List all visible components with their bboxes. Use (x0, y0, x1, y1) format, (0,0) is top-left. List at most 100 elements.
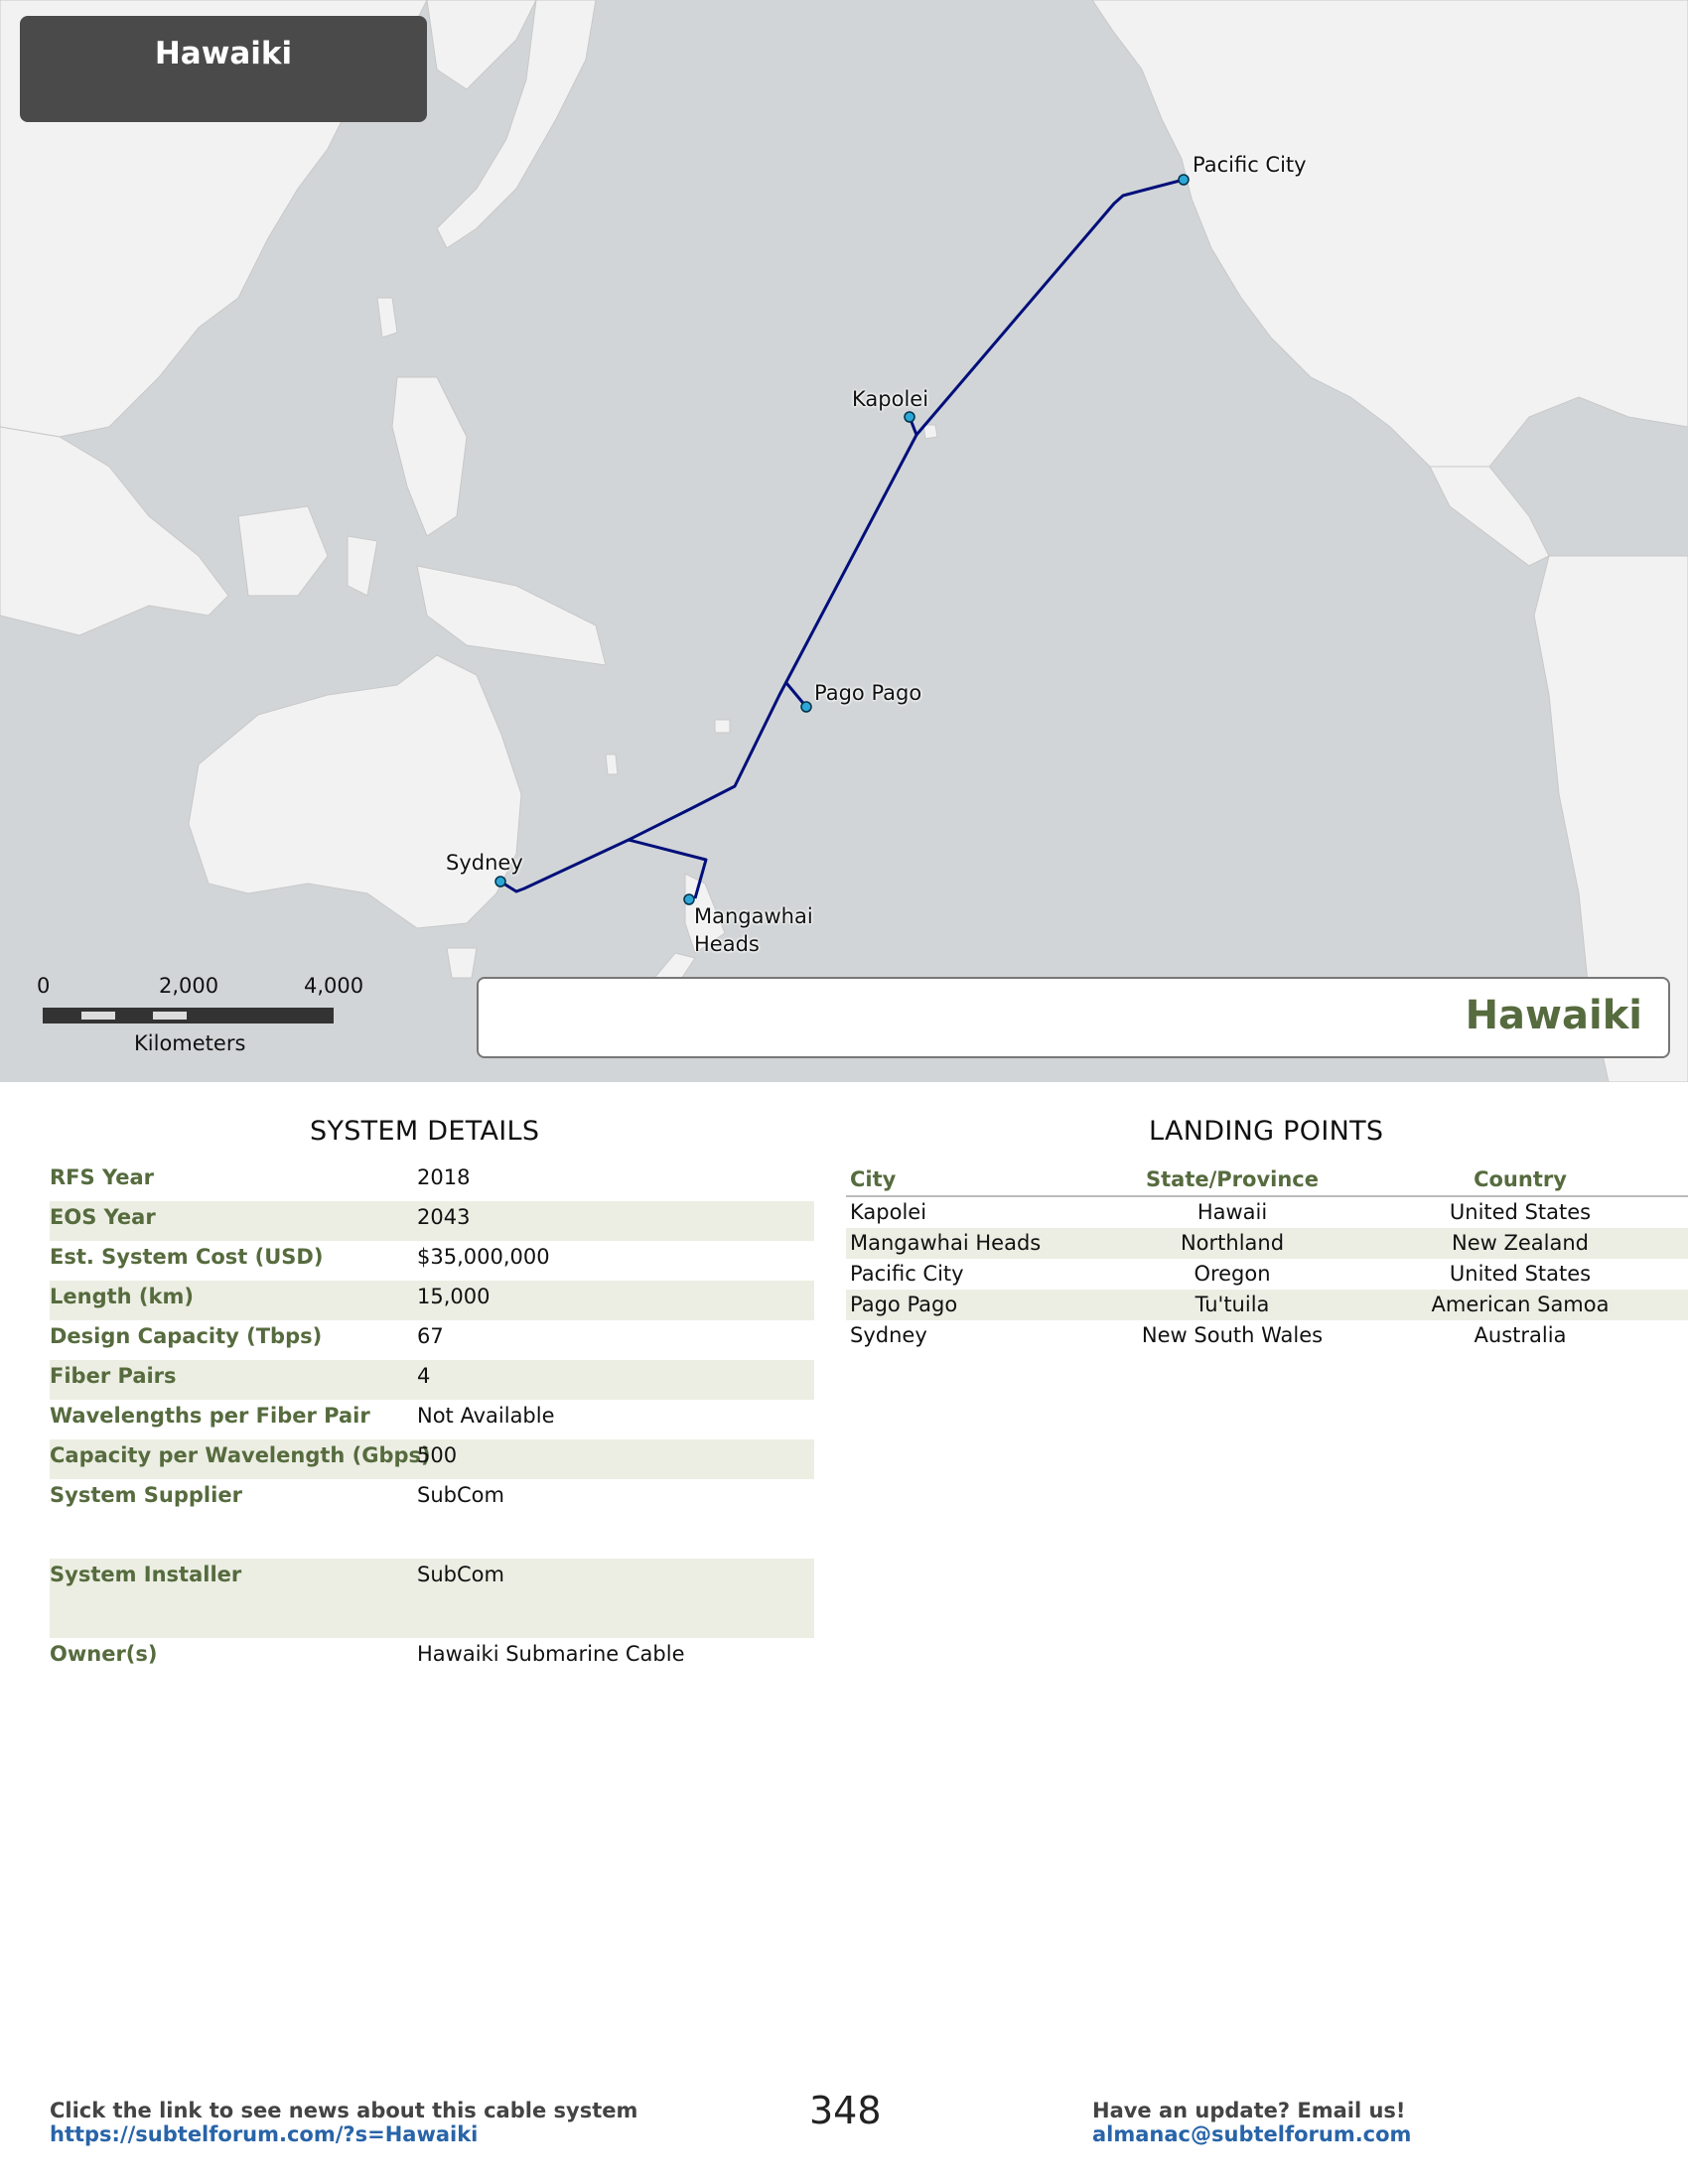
detail-row: Design Capacity (Tbps) 67 (50, 1320, 814, 1360)
detail-value: SubCom (417, 1483, 504, 1507)
land-taiwan (376, 297, 398, 339)
detail-label: Capacity per Wavelength (Gbps) (50, 1443, 431, 1467)
cable-route (499, 178, 1185, 899)
detail-value: 2043 (417, 1205, 471, 1229)
land-japan (436, 0, 597, 249)
detail-value: 500 (417, 1443, 458, 1467)
table-row: Mangawhai Heads Northland New Zealand (846, 1228, 1688, 1259)
table-row: Sydney New South Wales Australia (846, 1320, 1688, 1351)
cell-city: Mangawhai Heads (850, 1231, 1042, 1255)
scale-bar: 0 2,000 4,000 Kilometers (37, 968, 363, 1057)
footer-news: Click the link to see news about this ca… (50, 2099, 637, 2146)
map-graphic (0, 0, 1688, 1082)
detail-row: EOS Year 2043 (50, 1201, 814, 1241)
cell-country: New Zealand (1452, 1231, 1589, 1255)
column-header-state: State/Province (1146, 1167, 1319, 1191)
cell-city: Kapolei (850, 1200, 927, 1224)
cell-state: Hawaii (1196, 1200, 1268, 1224)
scale-bar-track (43, 1008, 334, 1024)
cell-country: United States (1449, 1200, 1592, 1224)
cell-country: American Samoa (1431, 1293, 1610, 1316)
land-new-guinea (416, 565, 607, 666)
land-hawaii (922, 424, 938, 440)
cell-country: United States (1449, 1262, 1592, 1286)
cable-name-box: Hawaiki (477, 977, 1670, 1058)
cable-map: Hawaiki Pacific City Kapolei Pago Pago S… (0, 0, 1688, 1082)
land-se-asia (0, 426, 229, 636)
detail-label: System Supplier (50, 1483, 242, 1507)
cell-state: Tu'tuila (1195, 1293, 1270, 1316)
email-link[interactable]: almanac@subtelforum.com (1092, 2122, 1412, 2146)
detail-label: RFS Year (50, 1165, 154, 1189)
map-title-box: Hawaiki (20, 16, 427, 122)
detail-label: Fiber Pairs (50, 1364, 177, 1388)
cell-state: Oregon (1194, 1262, 1271, 1286)
landing-point-pacific-city (1178, 174, 1190, 186)
detail-row: Owner(s) Hawaiki Submarine Cable (50, 1638, 814, 1678)
detail-label: Wavelengths per Fiber Pair (50, 1404, 370, 1428)
detail-row: Fiber Pairs 4 (50, 1360, 814, 1400)
landing-point-pago-pago (800, 701, 812, 713)
land-tasmania (446, 947, 478, 979)
label-pago-pago: Pago Pago (814, 681, 922, 705)
land-central-america (1429, 466, 1550, 567)
landing-point-mangawhai-heads (683, 893, 695, 905)
scale-bar-segment (153, 1012, 187, 1020)
column-header-city: City (850, 1167, 897, 1191)
cell-city: Pacific City (850, 1262, 964, 1286)
detail-label: System Installer (50, 1563, 242, 1586)
cell-state: New South Wales (1141, 1323, 1324, 1347)
detail-value: 2018 (417, 1165, 471, 1189)
landing-point-kapolei (904, 411, 915, 423)
detail-value: 67 (417, 1324, 444, 1348)
label-kapolei: Kapolei (852, 387, 929, 411)
detail-row: System Installer SubCom (50, 1559, 814, 1638)
table-row: Kapolei Hawaii United States (846, 1197, 1688, 1228)
detail-value: SubCom (417, 1563, 504, 1586)
detail-value: 4 (417, 1364, 431, 1388)
detail-value: Hawaiki Submarine Cable (417, 1642, 685, 1666)
table-row: Pacific City Oregon United States (846, 1259, 1688, 1290)
landing-points-table: City State/Province Country Kapolei Hawa… (846, 1163, 1688, 1351)
detail-label: Est. System Cost (USD) (50, 1245, 324, 1269)
land-borneo (237, 505, 329, 597)
detail-value: $35,000,000 (417, 1245, 550, 1269)
scale-tick-0: 0 (37, 974, 51, 998)
land-kamchatka (426, 0, 537, 90)
landing-point-sydney (494, 876, 506, 887)
cell-city: Pago Pago (850, 1293, 958, 1316)
footer-update: Have an update? Email us! almanac@subtel… (1092, 2099, 1411, 2146)
land-philippines (391, 376, 468, 537)
page-number: 348 (809, 2089, 882, 2132)
scale-bar-segment (81, 1012, 115, 1020)
detail-value: 15,000 (417, 1285, 491, 1308)
cable-name: Hawaiki (1465, 993, 1642, 1038)
detail-row: Capacity per Wavelength (Gbps) 500 (50, 1439, 814, 1479)
table-header: City State/Province Country (846, 1163, 1688, 1197)
land-australia (188, 654, 522, 929)
detail-label: Length (km) (50, 1285, 194, 1308)
table-row: Pago Pago Tu'tuila American Samoa (846, 1290, 1688, 1320)
landing-points-heading: LANDING POINTS (1149, 1116, 1384, 1147)
footer-news-text: Click the link to see news about this ca… (50, 2099, 638, 2122)
land-north-america (1091, 0, 1688, 487)
land-south-america (1533, 555, 1688, 1082)
detail-row: RFS Year 2018 (50, 1161, 814, 1201)
footer-update-text: Have an update? Email us! (1092, 2099, 1406, 2122)
scale-unit: Kilometers (134, 1031, 246, 1055)
label-sydney: Sydney (446, 851, 523, 875)
label-pacific-city: Pacific City (1193, 153, 1307, 177)
cell-state: Northland (1180, 1231, 1285, 1255)
detail-row: Length (km) 15,000 (50, 1281, 814, 1320)
land-fiji (714, 719, 731, 734)
system-details-heading: SYSTEM DETAILS (310, 1116, 540, 1147)
detail-row: Wavelengths per Fiber Pair Not Available (50, 1400, 814, 1439)
column-header-country: Country (1474, 1167, 1567, 1191)
detail-value: Not Available (417, 1404, 555, 1428)
detail-label: EOS Year (50, 1205, 156, 1229)
news-link[interactable]: https://subtelforum.com/?s=Hawaiki (50, 2122, 479, 2146)
land-vanuatu (605, 753, 619, 775)
land-sulawesi (347, 535, 378, 597)
label-mangawhai: Mangawhai (694, 904, 813, 928)
detail-row: Est. System Cost (USD) $35,000,000 (50, 1241, 814, 1281)
